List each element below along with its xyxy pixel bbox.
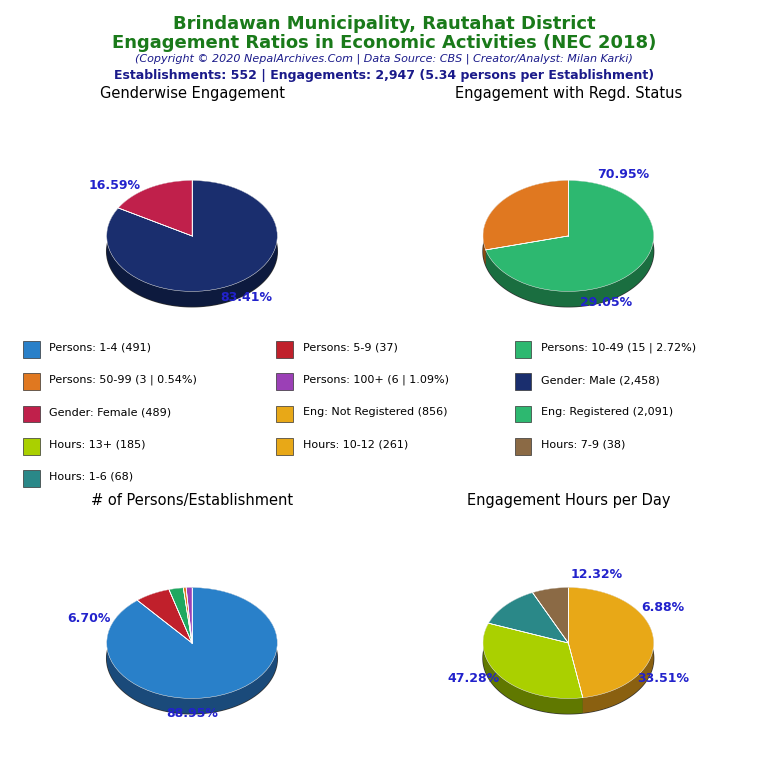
Text: Eng: Registered (2,091): Eng: Registered (2,091)	[541, 407, 673, 418]
Polygon shape	[107, 603, 277, 713]
Text: Hours: 7-9 (38): Hours: 7-9 (38)	[541, 439, 625, 450]
Text: Establishments: 552 | Engagements: 2,947 (5.34 persons per Establishment): Establishments: 552 | Engagements: 2,947…	[114, 69, 654, 82]
Text: Gender: Male (2,458): Gender: Male (2,458)	[541, 375, 660, 386]
Text: Persons: 1-4 (491): Persons: 1-4 (491)	[49, 343, 151, 353]
Polygon shape	[483, 623, 583, 713]
Text: 33.51%: 33.51%	[637, 672, 689, 685]
Text: Hours: 1-6 (68): Hours: 1-6 (68)	[49, 472, 134, 482]
Text: 16.59%: 16.59%	[89, 179, 141, 192]
Text: Hours: 10-12 (261): Hours: 10-12 (261)	[303, 439, 408, 450]
Polygon shape	[532, 588, 568, 643]
Text: Persons: 5-9 (37): Persons: 5-9 (37)	[303, 343, 398, 353]
Text: Engagement Ratios in Economic Activities (NEC 2018): Engagement Ratios in Economic Activities…	[112, 34, 656, 51]
Polygon shape	[107, 196, 277, 306]
Title: Engagement Hours per Day: Engagement Hours per Day	[467, 493, 670, 508]
Text: 70.95%: 70.95%	[597, 168, 649, 181]
Polygon shape	[107, 180, 277, 291]
Title: Engagement with Regd. Status: Engagement with Regd. Status	[455, 86, 682, 101]
Text: Persons: 100+ (6 | 1.09%): Persons: 100+ (6 | 1.09%)	[303, 375, 449, 386]
Text: Brindawan Municipality, Rautahat District: Brindawan Municipality, Rautahat Distric…	[173, 15, 595, 33]
Polygon shape	[169, 588, 192, 643]
Text: 6.70%: 6.70%	[68, 612, 111, 625]
Polygon shape	[186, 588, 192, 643]
Text: (Copyright © 2020 NepalArchives.Com | Data Source: CBS | Creator/Analyst: Milan : (Copyright © 2020 NepalArchives.Com | Da…	[135, 54, 633, 65]
Polygon shape	[118, 180, 192, 236]
Polygon shape	[184, 588, 192, 643]
Polygon shape	[107, 180, 277, 306]
Polygon shape	[485, 180, 654, 291]
Text: 88.95%: 88.95%	[166, 707, 218, 720]
Text: Hours: 13+ (185): Hours: 13+ (185)	[49, 439, 146, 450]
Polygon shape	[488, 593, 568, 643]
Title: # of Persons/Establishment: # of Persons/Establishment	[91, 493, 293, 508]
Text: Persons: 50-99 (3 | 0.54%): Persons: 50-99 (3 | 0.54%)	[49, 375, 197, 386]
Polygon shape	[485, 180, 654, 306]
Polygon shape	[107, 588, 277, 713]
Polygon shape	[169, 588, 184, 605]
Text: 47.28%: 47.28%	[448, 672, 500, 685]
Polygon shape	[488, 593, 532, 638]
Polygon shape	[483, 623, 583, 698]
Title: Genderwise Engagement: Genderwise Engagement	[100, 86, 284, 101]
Text: Eng: Not Registered (856): Eng: Not Registered (856)	[303, 407, 447, 418]
Polygon shape	[118, 180, 192, 223]
Polygon shape	[568, 588, 654, 697]
Polygon shape	[184, 588, 186, 603]
Text: 83.41%: 83.41%	[220, 291, 273, 304]
Text: 6.88%: 6.88%	[641, 601, 684, 614]
Text: Persons: 10-49 (15 | 2.72%): Persons: 10-49 (15 | 2.72%)	[541, 343, 696, 353]
Polygon shape	[568, 588, 654, 713]
Text: 12.32%: 12.32%	[571, 568, 623, 581]
Polygon shape	[137, 590, 192, 643]
Polygon shape	[137, 590, 169, 616]
Polygon shape	[483, 603, 654, 713]
Polygon shape	[186, 588, 192, 603]
Polygon shape	[483, 196, 654, 306]
Polygon shape	[483, 180, 568, 250]
Polygon shape	[107, 588, 277, 698]
Polygon shape	[532, 588, 568, 608]
Polygon shape	[483, 180, 568, 265]
Text: Gender: Female (489): Gender: Female (489)	[49, 407, 171, 418]
Text: 29.05%: 29.05%	[580, 296, 632, 310]
